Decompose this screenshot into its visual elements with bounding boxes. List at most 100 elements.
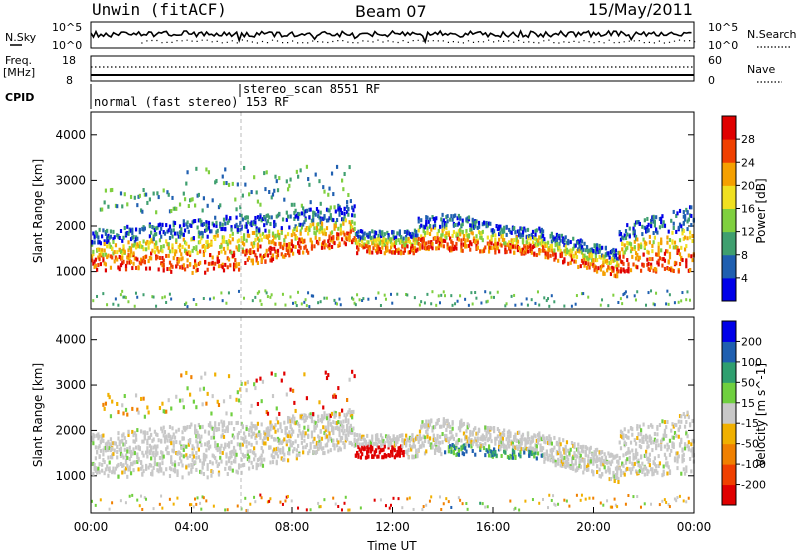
data-cell	[541, 453, 545, 458]
data-cell	[475, 441, 478, 446]
data-cell	[212, 235, 216, 240]
data-cell	[133, 451, 136, 456]
data-cell	[455, 233, 458, 238]
data-cell	[106, 240, 109, 245]
data-cell	[339, 420, 342, 425]
data-cell	[675, 499, 678, 503]
data-cell	[290, 233, 293, 238]
data-cell	[155, 432, 158, 437]
data-cell	[351, 409, 354, 414]
data-cell	[176, 231, 179, 236]
data-cell	[558, 236, 561, 241]
data-cell	[359, 229, 363, 234]
data-cell	[96, 433, 99, 438]
data-cell	[611, 256, 614, 261]
data-cell	[431, 290, 434, 294]
data-cell	[587, 248, 590, 253]
data-cell	[205, 240, 208, 245]
data-cell	[672, 245, 675, 250]
data-cell	[173, 231, 177, 236]
data-cell	[411, 231, 414, 236]
data-cell	[619, 267, 623, 272]
data-cell	[229, 233, 232, 238]
data-cell	[270, 423, 273, 428]
data-cell	[518, 440, 521, 445]
data-cell	[302, 240, 305, 245]
data-cell	[133, 242, 136, 247]
data-cell	[579, 264, 582, 269]
data-cell	[405, 234, 408, 239]
data-cell	[403, 438, 407, 443]
data-cell	[552, 238, 555, 243]
data-cell	[573, 243, 576, 248]
data-cell	[353, 226, 356, 231]
data-cell	[628, 450, 631, 455]
data-cell	[185, 444, 188, 449]
data-cell	[250, 220, 253, 225]
data-cell	[286, 249, 290, 254]
data-cell	[489, 435, 492, 440]
data-cell	[438, 424, 442, 429]
data-cell	[183, 197, 187, 202]
data-cell	[445, 433, 448, 438]
data-cell	[221, 222, 224, 227]
data-cell	[641, 224, 644, 229]
data-cell	[101, 462, 104, 467]
data-cell	[249, 250, 252, 255]
data-cell	[450, 449, 453, 454]
data-cell	[567, 457, 570, 462]
data-cell	[616, 471, 619, 476]
colorbar-tick-label: -200	[741, 479, 766, 492]
data-cell	[121, 261, 124, 266]
data-cell	[239, 446, 242, 451]
data-cell	[109, 455, 113, 460]
data-cell	[353, 213, 356, 218]
data-cell	[558, 446, 561, 451]
data-cell	[494, 233, 497, 238]
data-cell	[96, 248, 99, 253]
data-cell	[427, 423, 430, 428]
data-cell	[666, 289, 669, 293]
data-cell	[575, 294, 578, 298]
data-cell	[420, 234, 423, 239]
data-cell	[493, 229, 496, 234]
data-cell	[471, 217, 474, 222]
data-cell	[212, 432, 216, 437]
data-cell	[304, 244, 307, 249]
data-cell	[231, 231, 234, 236]
data-cell	[221, 433, 224, 438]
data-cell	[688, 230, 692, 235]
data-cell	[676, 248, 679, 253]
data-cell	[160, 244, 163, 249]
data-cell	[117, 462, 120, 467]
data-cell	[290, 432, 293, 437]
data-cell	[377, 437, 380, 442]
data-cell	[547, 247, 550, 252]
data-cell	[122, 411, 125, 416]
data-cell	[91, 438, 94, 443]
data-cell	[293, 232, 296, 237]
data-cell	[647, 261, 650, 266]
data-cell	[619, 269, 623, 274]
data-cell	[229, 263, 232, 268]
data-cell	[116, 450, 119, 455]
data-cell	[289, 423, 292, 428]
data-cell	[209, 421, 212, 426]
data-cell	[538, 247, 541, 252]
data-cell	[526, 303, 529, 307]
data-cell	[423, 231, 427, 236]
data-cell	[245, 248, 248, 253]
data-cell	[536, 432, 540, 437]
data-cell	[351, 240, 354, 245]
data-cell	[421, 245, 424, 250]
data-cell	[317, 501, 320, 505]
data-cell	[687, 440, 690, 445]
data-cell	[490, 246, 493, 251]
data-cell	[275, 451, 278, 456]
data-cell	[330, 230, 334, 235]
data-cell	[206, 226, 209, 231]
data-cell	[631, 246, 634, 251]
data-cell	[180, 445, 183, 450]
data-cell	[469, 432, 472, 437]
data-cell	[398, 448, 401, 453]
